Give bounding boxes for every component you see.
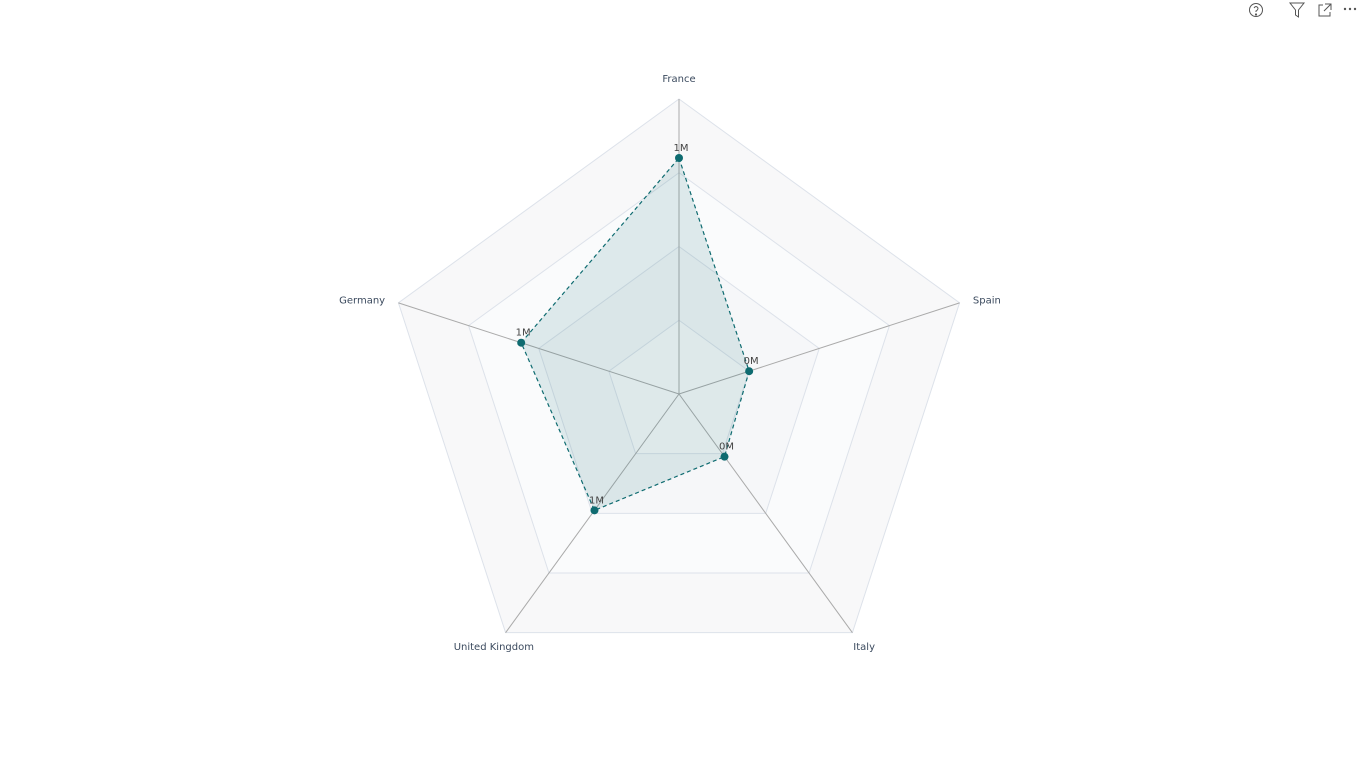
value-label: 1M bbox=[589, 495, 604, 506]
category-label: United Kingdom bbox=[454, 642, 534, 653]
category-label: France bbox=[662, 74, 695, 85]
data-point bbox=[720, 452, 729, 461]
category-label: Italy bbox=[853, 642, 875, 653]
focus-mode-button[interactable] bbox=[1318, 3, 1332, 17]
category-label: Germany bbox=[339, 296, 385, 307]
axis-spoke bbox=[678, 393, 853, 633]
category-label: Spain bbox=[973, 296, 1001, 307]
data-point bbox=[675, 154, 683, 162]
filter-button[interactable] bbox=[1288, 2, 1306, 18]
help-button[interactable] bbox=[1249, 3, 1263, 17]
series-area bbox=[520, 156, 750, 512]
axis-spoke bbox=[398, 302, 680, 395]
data-point bbox=[745, 367, 754, 376]
value-label: 0M bbox=[744, 356, 759, 367]
axis-spoke bbox=[678, 302, 960, 395]
more-options-button[interactable] bbox=[1343, 7, 1357, 11]
data-point bbox=[590, 506, 599, 515]
value-label: 0M bbox=[719, 442, 734, 453]
toolbar bbox=[1249, 2, 1357, 18]
value-label: 1M bbox=[516, 328, 531, 339]
data-point bbox=[517, 338, 526, 347]
value-label: 1M bbox=[674, 143, 689, 154]
